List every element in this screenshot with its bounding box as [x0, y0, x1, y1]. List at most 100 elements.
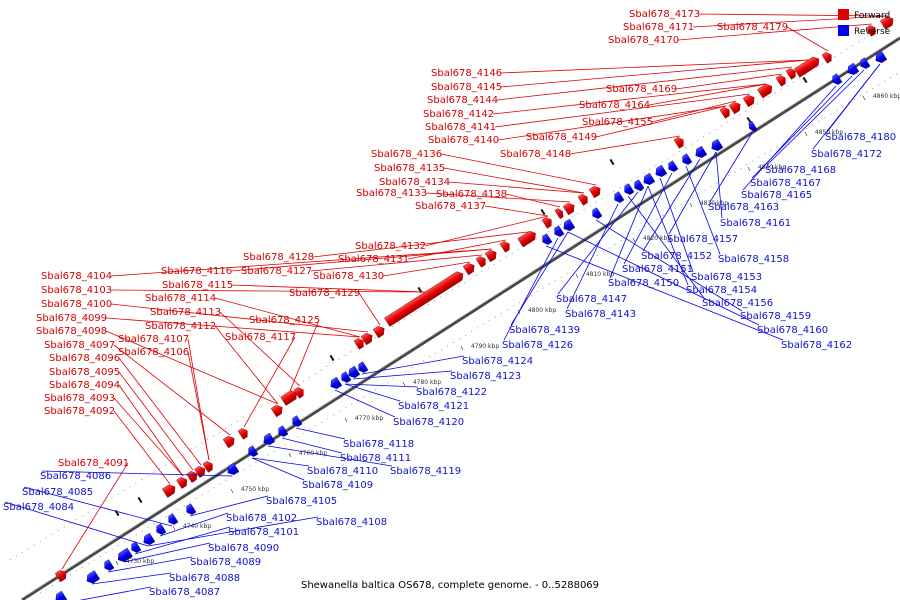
reverse-gene-label: Sbal678_4085	[22, 487, 93, 498]
forward-label-leader	[569, 135, 681, 155]
reverse-gene-label: Sbal678_4167	[750, 178, 821, 189]
axis-tick	[804, 131, 808, 137]
reverse-gene	[554, 225, 565, 237]
forward-gene-label: Sbal678_4141	[425, 122, 496, 133]
forward-gene	[821, 52, 832, 64]
reverse-gene	[634, 179, 645, 191]
reverse-gene-label: Sbal678_4139	[509, 325, 580, 336]
legend: Forward Reverse	[838, 9, 891, 37]
reverse-gene-label: Sbal678_4101	[228, 527, 299, 538]
reverse-gene	[227, 462, 240, 475]
axis-tick	[115, 560, 119, 566]
legend-reverse-label: Reverse	[854, 27, 891, 37]
reverse-label-leader	[685, 165, 721, 255]
forward-gene	[270, 405, 283, 418]
reverse-gene-label: Sbal678_4123	[450, 371, 521, 382]
forward-gene-label: Sbal678_4133	[356, 188, 427, 199]
reverse-gene	[563, 218, 576, 231]
forward-gene	[222, 436, 235, 449]
forward-label-leader	[448, 181, 585, 194]
forward-gene-label: Sbal678_4100	[41, 299, 112, 310]
forward-gene	[785, 68, 796, 80]
forward-gene-label: Sbal678_4130	[313, 271, 384, 282]
reverse-gene	[55, 590, 68, 600]
axis-tick-label: 4750 kbp	[241, 486, 269, 493]
forward-gene-label: Sbal678_4104	[41, 271, 112, 282]
reverse-gene-label: Sbal678_4089	[190, 557, 261, 568]
reverse-gene-label: Sbal678_4151	[622, 264, 693, 275]
reverse-gene	[156, 523, 167, 535]
reverse-gene-label: Sbal678_4180	[825, 132, 896, 143]
gene-marker	[802, 76, 808, 84]
forward-gene-label: Sbal678_4098	[36, 326, 107, 337]
reverse-gene	[186, 503, 197, 515]
axis-tick-label: 4840 kbp	[758, 164, 786, 171]
forward-gene	[462, 263, 475, 276]
reverse-gene-label: Sbal678_4158	[718, 254, 789, 265]
forward-gene-label: Sbal678_4137	[415, 201, 486, 212]
reverse-gene	[341, 371, 352, 383]
reverse-gene	[668, 160, 679, 172]
reverse-gene	[292, 415, 303, 427]
genome-axis	[21, 36, 900, 600]
forward-gene	[794, 56, 820, 78]
forward-label-leader	[118, 384, 184, 477]
reverse-gene-label: Sbal678_4126	[502, 340, 573, 351]
forward-gene	[475, 256, 486, 268]
forward-gene-label: Sbal678_4155	[582, 117, 653, 128]
forward-label-leader	[358, 292, 381, 326]
forward-gene-label: Sbal678_4173	[629, 9, 700, 20]
reverse-gene-label: Sbal678_4143	[565, 309, 636, 320]
forward-gene-label: Sbal678_4096	[49, 353, 120, 364]
forward-label-leader	[492, 83, 767, 115]
forward-gene	[372, 326, 385, 339]
axis-tick-label: 4830 kbp	[700, 200, 728, 207]
reverse-label-leader	[742, 85, 837, 191]
forward-gene	[202, 461, 213, 473]
forward-gene	[54, 570, 67, 583]
reverse-label-leader	[595, 219, 743, 312]
reverse-label-leader	[659, 177, 694, 273]
axis-tick	[689, 202, 693, 208]
reverse-gene-label: Sbal678_4086	[40, 471, 111, 482]
reverse-label-leader	[147, 516, 319, 547]
forward-label-leader	[219, 311, 301, 387]
forward-gene-label: Sbal678_4113	[150, 307, 221, 318]
reverse-gene-label: Sbal678_4162	[781, 340, 852, 351]
forward-gene	[484, 250, 497, 263]
reverse-label-leader	[715, 151, 723, 219]
forward-label-leader	[113, 410, 171, 485]
reverse-label-leader	[545, 245, 784, 341]
label-leader-lines	[4, 13, 889, 600]
reverse-gene	[624, 183, 635, 195]
forward-label-leader	[105, 330, 279, 405]
reverse-label-leader	[647, 185, 689, 286]
forward-gene-label: Sbal678_4140	[428, 135, 499, 146]
reverse-label-leader	[123, 542, 211, 563]
reverse-label-leader	[134, 526, 231, 555]
forward-gene	[384, 271, 464, 327]
forward-label-leader	[443, 167, 585, 194]
forward-label-leader	[692, 15, 889, 28]
axis-tick	[632, 237, 636, 243]
forward-gene	[280, 390, 297, 406]
forward-label-leader	[484, 205, 549, 217]
reverse-gene-label: Sbal678_4147	[556, 294, 627, 305]
forward-label-leader	[187, 338, 210, 461]
reverse-gene-label: Sbal678_4172	[811, 149, 882, 160]
forward-gene-label: Sbal678_4135	[374, 163, 445, 174]
reverse-gene-label: Sbal678_4165	[741, 190, 812, 201]
forward-gene-label: Sbal678_4125	[249, 315, 320, 326]
axis-tick-label: 4780 kbp	[413, 379, 441, 386]
reverse-label-leader	[627, 195, 705, 299]
axis-tick	[575, 273, 579, 279]
forward-gene-label: Sbal678_4138	[436, 189, 507, 200]
forward-gene-label: Sbal678_4103	[41, 285, 112, 296]
reverse-label-leader	[189, 495, 269, 517]
forward-gene	[541, 217, 552, 229]
reverse-gene-label: Sbal678_4159	[740, 311, 811, 322]
reverse-gene-label: Sbal678_4157	[667, 234, 738, 245]
reverse-label-leader	[361, 355, 465, 375]
reverse-label-leader	[251, 457, 310, 467]
